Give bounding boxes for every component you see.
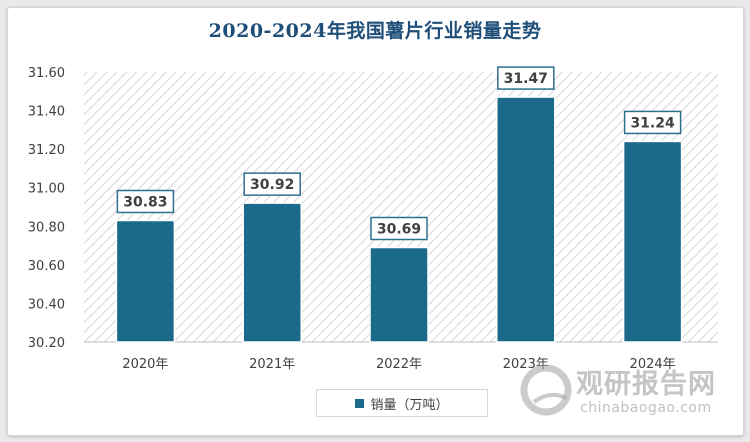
data-label-2: 30.69 [377,222,421,238]
watermark: 观研报告网 chinabaogao.com [520,362,745,422]
watermark-domain: chinabaogao.com [580,400,712,416]
watermark-logo-icon [520,364,572,416]
data-label-box-4 [623,110,682,135]
y-tick-label-4: 31.00 [28,182,65,197]
bar-1 [242,202,302,343]
y-tick-label-2: 30.60 [28,259,65,274]
y-tick-label-5: 31.20 [28,143,65,158]
data-label-4: 31.24 [630,115,675,131]
watermark-name: 观研报告网 [576,369,716,400]
data-label-0: 30.83 [123,195,167,211]
data-label-box-1 [243,172,301,196]
y-tick-label-3: 30.80 [28,220,65,235]
y-tick-label-1: 30.40 [28,297,65,312]
legend-swatch [355,398,365,408]
x-tick-label-2: 2022年 [376,357,422,372]
legend: 销量（万吨） [316,389,488,417]
bar-2 [369,246,429,343]
data-label-box-2 [370,216,428,241]
data-label-box-3 [497,66,555,90]
x-tick-label-4: 2024年 [630,357,676,372]
y-tick-label-0: 30.20 [28,336,65,351]
bar-3 [496,96,556,343]
chart-title: 2020-2024年我国薯片行业销量走势 [208,20,542,42]
y-tick-label-7: 31.60 [28,66,65,81]
data-label-1: 30.92 [250,177,294,193]
x-tick-label-0: 2020年 [122,357,168,372]
bars [115,96,683,343]
bar-0 [115,219,176,343]
y-tick-label-6: 31.40 [28,105,65,120]
data-labels: 30.83 30.92 30.69 31.47 31.24 [116,66,682,241]
bar-4 [622,140,683,343]
y-axis-ticks: 30.20 30.40 30.60 30.80 31.00 31.20 31.40 31.60 [28,66,65,351]
x-axis-ticks: 2020年 2021年 2022年 2023年 2024年 [122,357,675,372]
data-label-box-0 [116,189,175,214]
legend-label: 销量（万吨） [370,397,449,413]
data-label-3: 31.47 [504,71,548,87]
x-tick-label-1: 2021年 [249,357,295,372]
